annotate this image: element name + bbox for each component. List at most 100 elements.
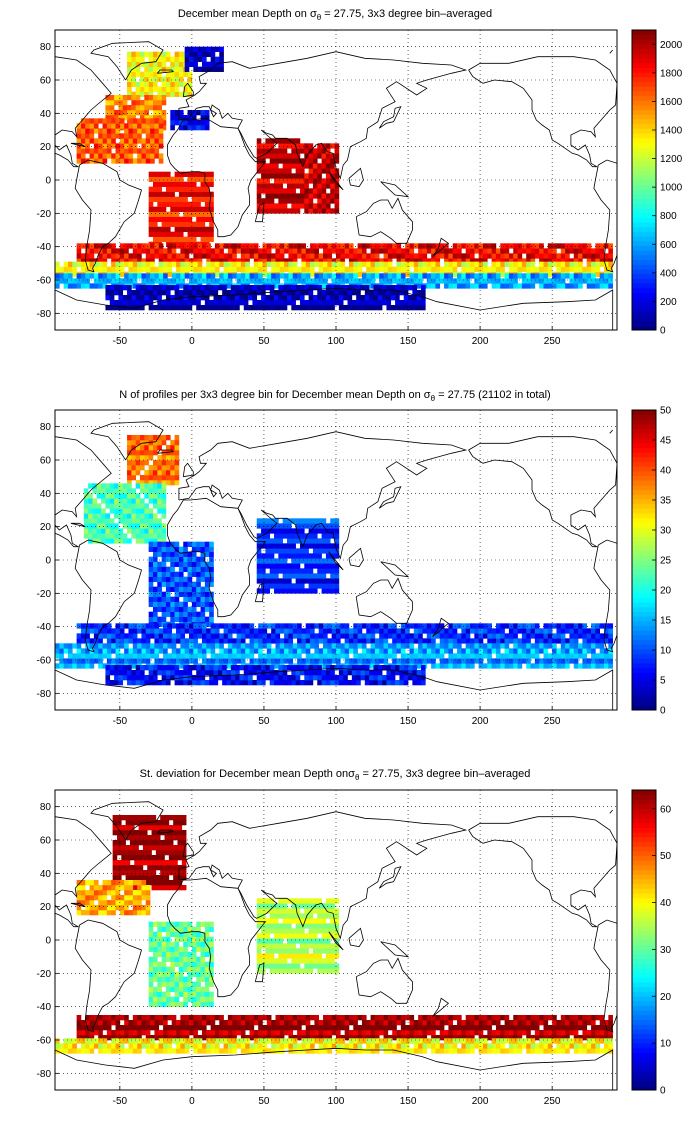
data-cell: [174, 66, 180, 72]
data-cell: [314, 248, 319, 254]
y-tick-label: 40: [40, 109, 52, 120]
data-cell: [183, 551, 188, 557]
data-cell: [170, 460, 175, 466]
data-cell: [279, 658, 285, 664]
data-cell: [102, 273, 108, 279]
data-cell: [127, 61, 132, 67]
data-cell: [495, 258, 501, 264]
data-cell: [135, 538, 141, 544]
data-cell: [586, 273, 592, 279]
data-cell: [176, 261, 181, 267]
data-cell: [140, 100, 145, 106]
data-cell: [474, 653, 479, 659]
data-cell: [573, 653, 579, 659]
data-cell: [292, 648, 298, 654]
data-cell: [109, 483, 115, 489]
data-cell: [157, 541, 162, 547]
data-cell: [513, 648, 518, 654]
data-cell: [127, 440, 132, 446]
data-cell: [287, 553, 292, 559]
data-cell: [530, 623, 536, 629]
data-cell: [344, 643, 350, 649]
data-cell: [89, 138, 95, 144]
data-cell: [152, 596, 158, 602]
data-cell: [148, 105, 154, 111]
data-cell: [321, 680, 327, 686]
data-cell: [89, 128, 95, 134]
data-cell: [448, 638, 454, 644]
data-cell: [111, 273, 116, 279]
data-cell: [98, 648, 103, 654]
colorbar-swatch: [632, 438, 656, 444]
data-cell: [327, 638, 332, 644]
data-cell: [124, 273, 129, 279]
data-cell: [187, 616, 193, 622]
data-cell: [236, 638, 242, 644]
data-cell: [284, 623, 289, 629]
data-cell: [552, 653, 557, 659]
data-cell: [161, 196, 167, 202]
data-cell: [258, 628, 263, 634]
data-cell: [265, 300, 271, 306]
data-cell: [152, 86, 158, 92]
data-cell: [356, 285, 361, 291]
data-cell: [152, 538, 158, 544]
data-cell: [206, 66, 211, 72]
data-cell: [232, 653, 237, 659]
y-tick-label: 0: [45, 176, 51, 187]
data-cell: [422, 653, 428, 659]
data-cell: [201, 266, 207, 272]
data-cell: [127, 285, 132, 291]
data-cell: [187, 586, 193, 592]
data-cell: [278, 533, 283, 539]
data-cell: [184, 648, 190, 654]
data-cell: [348, 273, 354, 279]
data-cell: [395, 290, 400, 296]
data-cell: [160, 885, 165, 891]
data-cell: [543, 258, 549, 264]
colorbar-swatch: [632, 494, 656, 500]
data-cell: [148, 231, 154, 237]
data-cell: [517, 248, 523, 254]
data-cell: [369, 675, 374, 681]
data-cell: [599, 243, 605, 249]
data-cell: [187, 551, 193, 557]
data-cell: [595, 663, 600, 669]
data-cell: [88, 483, 93, 489]
data-cell: [364, 295, 370, 301]
data-cell: [325, 563, 331, 569]
data-cell: [154, 648, 160, 654]
data-cell: [170, 81, 175, 87]
data-cell: [431, 266, 436, 272]
x-tick-label: 150: [400, 336, 417, 347]
data-cell: [595, 266, 600, 272]
data-cell: [191, 680, 197, 686]
data-cell: [114, 513, 119, 519]
data-cell: [343, 670, 348, 676]
data-cell: [278, 538, 283, 544]
data-cell: [140, 445, 145, 451]
data-cell: [106, 253, 112, 259]
data-cell: [396, 266, 402, 272]
data-cell: [145, 143, 151, 149]
data-cell: [183, 206, 188, 212]
data-cell: [608, 643, 613, 649]
data-cell: [282, 578, 288, 584]
data-cell: [223, 653, 229, 659]
data-cell: [154, 633, 160, 639]
data-cell: [591, 628, 596, 634]
data-cell: [413, 658, 419, 664]
data-cell: [154, 123, 160, 129]
data-cell: [193, 258, 198, 264]
data-cell: [151, 875, 157, 881]
data-cell: [344, 633, 350, 639]
data-cell: [214, 271, 220, 277]
data-cell: [513, 633, 518, 639]
data-cell: [196, 201, 201, 207]
data-cell: [183, 581, 188, 587]
data-cell: [174, 115, 180, 121]
data-cell: [534, 658, 540, 664]
data-cell: [116, 865, 122, 871]
data-cell: [334, 568, 340, 574]
data-cell: [152, 226, 158, 232]
